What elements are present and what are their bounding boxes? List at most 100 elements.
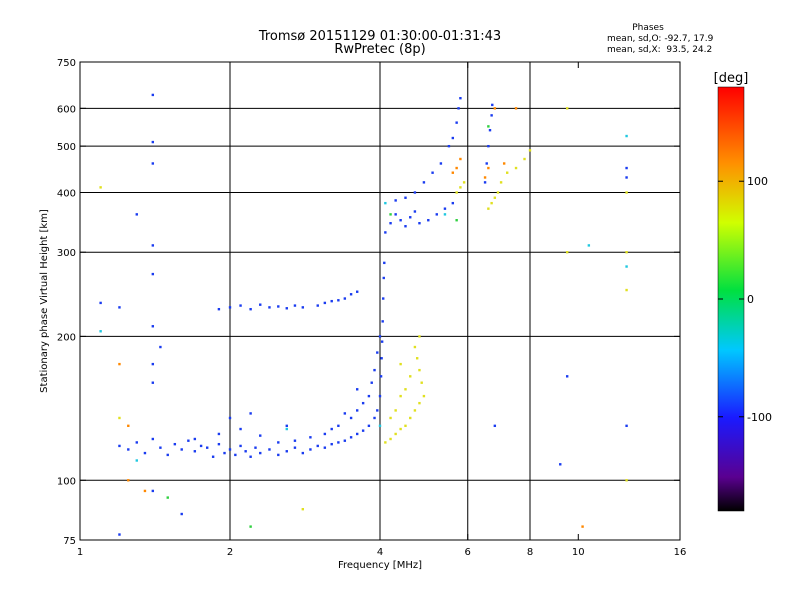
data-point xyxy=(493,107,497,110)
data-point xyxy=(228,306,232,309)
data-point xyxy=(355,409,359,412)
y-tick-label: 75 xyxy=(63,536,76,547)
data-point xyxy=(394,432,397,436)
data-point xyxy=(337,424,340,428)
data-point xyxy=(625,265,628,268)
data-point xyxy=(413,409,417,412)
data-point xyxy=(367,424,371,428)
data-point xyxy=(523,157,526,161)
data-point xyxy=(173,442,177,446)
phases-o-stats: mean, sd,O: -92.7, 17.9 xyxy=(607,34,714,44)
data-point xyxy=(487,166,490,170)
y-tick-label: 600 xyxy=(57,104,76,115)
data-point xyxy=(301,306,305,309)
data-point xyxy=(399,219,402,222)
data-point xyxy=(502,162,506,165)
data-point xyxy=(187,439,190,442)
data-point xyxy=(330,299,333,303)
data-point xyxy=(559,463,562,466)
data-point xyxy=(323,301,327,305)
data-point xyxy=(459,96,462,100)
data-point xyxy=(625,424,628,428)
axes: 1 2 4 6 8 10 16 75 100 200 300 400 500 600 750 xyxy=(57,58,686,558)
data-point xyxy=(234,453,237,457)
data-point xyxy=(378,394,382,398)
data-point xyxy=(418,222,421,225)
data-point xyxy=(249,307,252,311)
data-point xyxy=(384,231,387,234)
data-point xyxy=(443,213,447,216)
data-point xyxy=(379,375,383,378)
data-point xyxy=(228,416,232,420)
data-point xyxy=(394,199,397,202)
data-point xyxy=(439,162,443,165)
y-tick-label: 400 xyxy=(57,188,76,199)
data-point xyxy=(420,381,423,384)
data-point xyxy=(151,362,155,366)
data-point xyxy=(404,225,407,228)
data-point xyxy=(323,446,327,449)
data-point xyxy=(99,330,102,333)
data-point xyxy=(118,306,121,309)
data-point xyxy=(259,451,262,455)
x-tick-label: 10 xyxy=(572,547,585,558)
data-point xyxy=(451,171,455,174)
data-point xyxy=(355,388,359,391)
data-point xyxy=(493,196,497,199)
data-point xyxy=(151,140,155,144)
data-point xyxy=(418,401,421,405)
y-axis-label: Stationary phase Virtual Height [km] xyxy=(39,209,50,393)
data-point xyxy=(378,335,382,338)
data-point xyxy=(268,306,271,309)
data-point xyxy=(293,446,297,449)
x-axis-label: Frequency [MHz] xyxy=(338,560,422,571)
data-point xyxy=(399,362,402,366)
data-point xyxy=(514,166,518,170)
data-point xyxy=(211,455,215,458)
data-point xyxy=(455,166,458,170)
data-points xyxy=(99,93,628,536)
data-point xyxy=(587,244,591,247)
data-point xyxy=(127,479,130,482)
data-point xyxy=(127,448,130,451)
data-point xyxy=(565,251,569,254)
data-point xyxy=(159,446,162,449)
data-point xyxy=(381,320,384,323)
data-point xyxy=(118,444,121,448)
y-tick-label: 200 xyxy=(57,332,76,343)
data-point xyxy=(143,489,147,493)
data-point xyxy=(301,507,305,511)
data-point xyxy=(127,424,130,428)
phases-x-stats: mean, sd,X: 93.5, 24.2 xyxy=(607,45,712,55)
data-point xyxy=(217,307,221,311)
data-point xyxy=(490,201,493,205)
colorbar-ticks: 100 0 -100 xyxy=(718,175,772,424)
data-point xyxy=(376,409,379,412)
x-tick-label: 1 xyxy=(77,547,83,558)
colorbar-label: [deg] xyxy=(714,71,749,86)
data-point xyxy=(285,307,288,310)
data-point xyxy=(316,304,319,307)
colorbar-tick-label: 0 xyxy=(747,293,754,306)
data-point xyxy=(382,297,385,300)
data-point xyxy=(373,368,376,372)
data-point xyxy=(380,340,384,343)
data-point xyxy=(413,191,417,194)
data-point xyxy=(228,448,232,451)
x-tick-label: 4 xyxy=(377,547,383,558)
data-point xyxy=(316,444,319,448)
data-point xyxy=(135,213,138,216)
data-point xyxy=(394,409,397,412)
data-point xyxy=(418,335,421,338)
data-point xyxy=(528,149,532,152)
colorbar-tick-label: -100 xyxy=(747,411,772,424)
data-point xyxy=(309,436,312,439)
data-point xyxy=(249,455,252,458)
data-point xyxy=(199,444,203,448)
data-point xyxy=(389,213,392,216)
data-point xyxy=(309,448,312,451)
data-point xyxy=(217,432,221,436)
data-point xyxy=(581,525,584,528)
data-point xyxy=(249,412,252,415)
data-point xyxy=(483,176,487,179)
